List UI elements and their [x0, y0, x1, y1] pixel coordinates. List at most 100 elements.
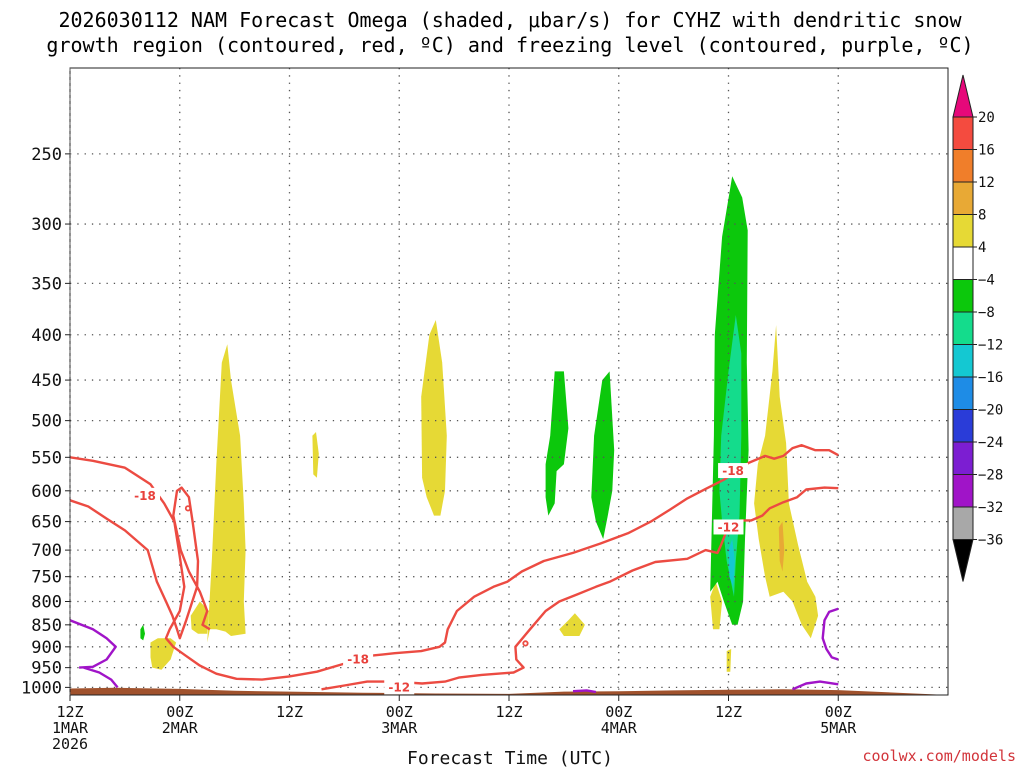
freezing-level-contour-line — [70, 619, 117, 669]
omega-region — [591, 371, 615, 539]
x-tick-label: 1MAR — [52, 719, 89, 737]
omega-region — [754, 325, 819, 639]
y-tick-label: 1000 — [21, 678, 62, 698]
plot-inner: -18 -18 -18 -12 -12 — [70, 68, 948, 695]
omega-region — [728, 539, 735, 587]
colorbar-bin — [952, 279, 974, 313]
omega-region — [207, 344, 246, 643]
contour-label-backdrop — [718, 463, 749, 479]
contour-label-text: -18 — [722, 464, 744, 478]
colorbar-bin — [952, 149, 974, 183]
x-tick-label: 00Z — [825, 703, 852, 721]
colorbar: 20 16 12 8 4 −4 −8 −12 −16 −20 −24 −28 −32 −36 — [952, 74, 1003, 582]
dgz-contour-ring — [184, 505, 192, 512]
omega-region — [559, 613, 585, 636]
colorbar-tick-label: −8 — [978, 305, 995, 321]
colorbar-tick-label: −32 — [978, 500, 1003, 516]
y-tick-label: 450 — [31, 371, 62, 391]
contour-label: -18 — [343, 651, 374, 667]
colorbar-tick-label: −24 — [978, 435, 1003, 451]
y-tick-label: 400 — [31, 326, 62, 346]
freezing-level-contour-line — [572, 689, 597, 694]
colorbar-tick-label: 4 — [978, 240, 986, 256]
contour-label: -18 — [129, 487, 160, 503]
colorbar-tick-label: 8 — [978, 208, 986, 224]
x-tick-label: 3MAR — [381, 719, 418, 737]
colorbar-tick-label: −4 — [978, 273, 995, 289]
freezing-level-contour-line — [83, 666, 119, 689]
contour-label: -12 — [384, 679, 415, 695]
contour-label: -18 — [718, 463, 749, 479]
x-axis-title: Forecast Time (UTC) — [407, 748, 613, 768]
x-tick-label: 00Z — [386, 703, 413, 721]
colorbar-tick-label: −16 — [978, 370, 1003, 386]
y-tick-label: 700 — [31, 541, 62, 561]
contour-label-text: -18 — [347, 652, 369, 666]
colorbar-tick-label: −28 — [978, 468, 1003, 484]
chart-title-line-2: growth region (contoured, red, ºC) and f… — [46, 33, 973, 57]
colorbar-bin — [952, 409, 974, 443]
x-tick-label: 4MAR — [601, 719, 638, 737]
colorbar-bin — [952, 441, 974, 475]
omega-region — [140, 624, 145, 641]
omega-region — [778, 521, 785, 572]
omega-region — [421, 320, 447, 516]
colorbar-tick-label: −12 — [978, 338, 1003, 354]
plot-area: -18 -18 -18 -12 -12 — [69, 67, 949, 696]
x-tick-label: 00Z — [605, 703, 632, 721]
colorbar-tick-label: 16 — [978, 143, 995, 159]
x-tick-label: 12Z — [495, 703, 522, 721]
colorbar-bin — [952, 181, 974, 215]
freezing-level-contour-line — [821, 607, 839, 661]
y-tick-label: 650 — [31, 513, 62, 533]
colorbar-bottom-triangle — [952, 539, 974, 582]
y-tick-label: 350 — [31, 274, 62, 294]
dgz-contour-ring — [522, 640, 529, 647]
x-tick-label: 5MAR — [820, 719, 857, 737]
y-tick-label: 900 — [31, 638, 62, 658]
freezing-level-contour-line — [792, 680, 839, 691]
y-tick-label: 750 — [31, 568, 62, 588]
colorbar-bin — [952, 246, 974, 280]
dgz-contour-line — [321, 486, 839, 691]
y-tick-label: 850 — [31, 616, 62, 636]
dgz-contour-line — [70, 486, 211, 640]
y-tick-label: 300 — [31, 215, 62, 235]
x-tick-label: 12Z — [276, 703, 303, 721]
contour-label-backdrop — [343, 651, 374, 667]
contour-label-backdrop — [129, 487, 160, 503]
source-credit: coolwx.com/models — [862, 747, 1016, 765]
y-tick-label: 250 — [31, 145, 62, 165]
omega-region — [312, 432, 319, 478]
colorbar-tick-label: −36 — [978, 533, 1003, 549]
colorbar-tick-label: −20 — [978, 403, 1003, 419]
y-tick-label: 550 — [31, 448, 62, 468]
contour-label: -12 — [713, 519, 744, 535]
contour-label-backdrop — [713, 519, 744, 535]
x-tick-label: 2026 — [52, 735, 88, 753]
omega-region — [710, 581, 723, 630]
colorbar-tick-label: 12 — [978, 175, 995, 191]
y-tick-label: 500 — [31, 412, 62, 432]
x-tick-label: 12Z — [56, 703, 83, 721]
y-tick-label: 950 — [31, 659, 62, 679]
contour-label-backdrop — [384, 679, 415, 695]
y-tick-label: 800 — [31, 593, 62, 613]
colorbar-bin — [952, 214, 974, 248]
contour-label-text: -12 — [388, 680, 410, 694]
colorbar-bin — [952, 344, 974, 378]
y-tick-label: 600 — [31, 482, 62, 502]
x-tick-label: 2MAR — [162, 719, 199, 737]
colorbar-bin — [952, 376, 974, 410]
omega-region — [150, 638, 177, 670]
chart-title-line-1: 2026030112 NAM Forecast Omega (shaded, μ… — [58, 8, 962, 32]
contour-label-text: -12 — [718, 520, 740, 534]
colorbar-tick-label: 20 — [978, 110, 995, 126]
x-tick-label: 12Z — [715, 703, 742, 721]
colorbar-bin — [952, 116, 974, 150]
omega-region — [545, 371, 569, 516]
contour-label-text: -18 — [134, 489, 156, 503]
colorbar-bin — [952, 311, 974, 345]
